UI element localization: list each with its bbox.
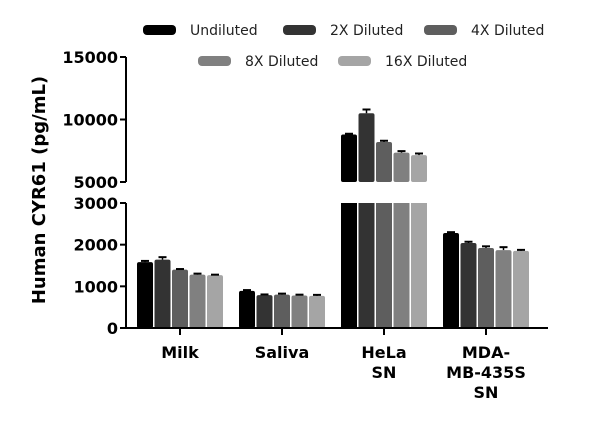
- category-label: SN: [372, 363, 397, 382]
- y-tick-label: 0: [107, 319, 118, 338]
- legend-label: 16X Diluted: [385, 54, 467, 70]
- y-tick-label: 15000: [62, 48, 118, 67]
- category-label: Saliva: [255, 343, 310, 362]
- legend-item: Undiluted: [143, 23, 258, 39]
- legend-swatch: [198, 56, 231, 66]
- legend-label: 8X Diluted: [245, 54, 318, 70]
- bar: [154, 256, 171, 328]
- bar: [411, 152, 427, 328]
- bar: [358, 108, 375, 328]
- y-tick-label: 10000: [62, 111, 118, 130]
- category-label: HeLa: [361, 343, 406, 362]
- y-tick-label: 2000: [73, 236, 118, 255]
- bar: [443, 231, 459, 328]
- category-label: MB-435S: [446, 363, 526, 382]
- bar: [239, 289, 255, 328]
- legend-label: Undiluted: [190, 23, 258, 39]
- bar: [189, 272, 206, 328]
- bar: [291, 293, 308, 328]
- bar: [341, 132, 357, 328]
- y-tick-label: 5000: [73, 173, 118, 192]
- bar: [513, 248, 529, 328]
- bar: [309, 293, 325, 328]
- category-label: MDA-: [462, 343, 510, 362]
- axes: 5000 10000 15000 0 1000 2000 3000 Milk Saliva HeL…: [62, 48, 548, 402]
- bar: [172, 268, 188, 328]
- bar: [376, 139, 392, 328]
- legend-swatch: [143, 25, 176, 35]
- bar: [137, 259, 153, 328]
- bar: [274, 292, 290, 328]
- legend-item: 2X Diluted: [283, 23, 403, 39]
- legend-swatch: [424, 25, 457, 35]
- bar: [495, 246, 512, 328]
- legend-item: 16X Diluted: [338, 54, 467, 70]
- legend-label: 2X Diluted: [330, 23, 403, 39]
- bar: [256, 293, 273, 328]
- legend: Undiluted 2X Diluted 4X Diluted 8X Diluted 1…: [143, 23, 544, 70]
- legend-swatch: [283, 25, 316, 35]
- category-label: Milk: [161, 343, 199, 362]
- bar: [460, 240, 477, 328]
- category-label: SN: [474, 383, 499, 402]
- bar: [478, 245, 494, 328]
- legend-label: 4X Diluted: [471, 23, 544, 39]
- bars: [137, 108, 529, 328]
- y-tick-label: 3000: [73, 194, 118, 213]
- bar: [393, 150, 410, 328]
- bar: [207, 273, 223, 328]
- legend-swatch: [338, 56, 371, 66]
- legend-item: 4X Diluted: [424, 23, 544, 39]
- y-axis-label: Human CYR61 (pg/mL): [29, 76, 50, 304]
- y-tick-label: 1000: [73, 277, 118, 296]
- legend-item: 8X Diluted: [198, 54, 318, 70]
